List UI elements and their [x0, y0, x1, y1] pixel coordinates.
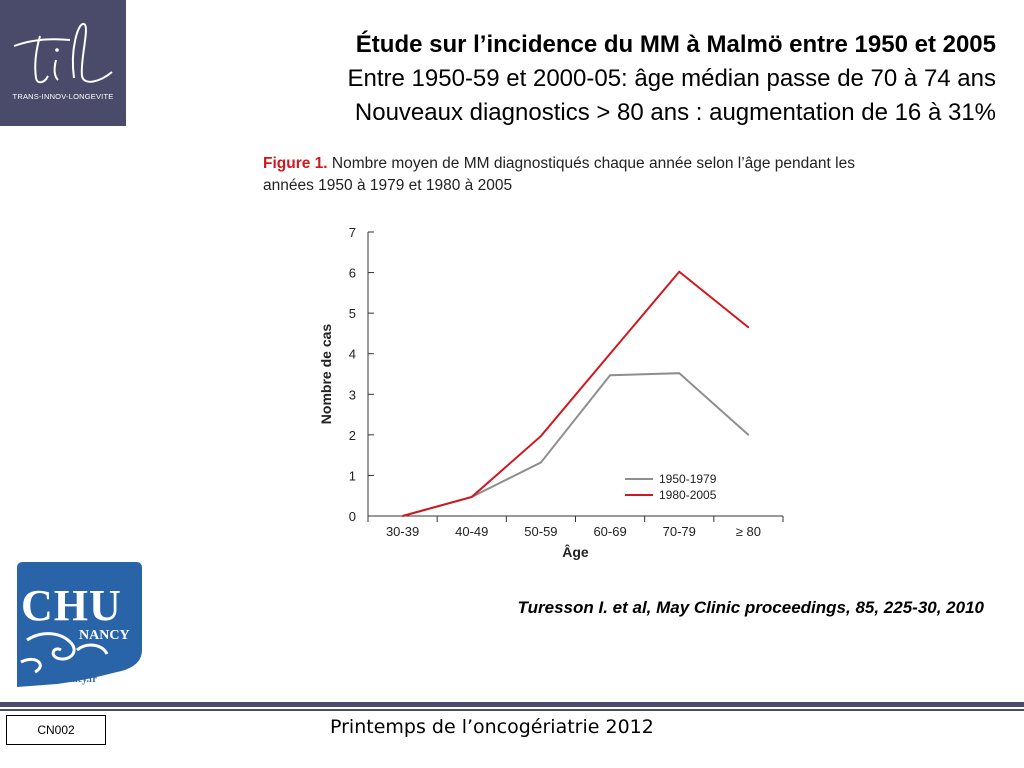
title-block: Étude sur l’incidence du MM à Malmö entr…: [348, 28, 996, 130]
data-point-1980-2005: [470, 496, 473, 498]
chu-logo-city: NANCY: [79, 628, 130, 643]
data-point-1950-1979: [540, 461, 542, 464]
chu-nancy-emblem-icon: [17, 562, 142, 687]
footer-title: Printemps de l’oncogériatrie 2012: [330, 716, 654, 738]
y-tick-label: 7: [349, 225, 356, 240]
slide-code-box: CN002: [6, 715, 106, 745]
y-tick-label: 5: [349, 306, 356, 321]
y-tick-label: 2: [349, 428, 356, 443]
y-tick-label: 4: [349, 347, 356, 362]
til-logo: TRANS-INNOV-LONGEVITE: [0, 0, 126, 126]
data-point-1980-2005: [609, 352, 611, 355]
x-tick-label: 70-79: [663, 524, 696, 539]
x-tick-label: 40-49: [455, 524, 488, 539]
x-axis-title: Âge: [562, 543, 589, 560]
data-point-1950-1979: [609, 374, 611, 377]
figure-label: Figure 1.: [263, 155, 328, 172]
figure-caption: Figure 1. Nombre moyen de MM diagnostiqu…: [263, 153, 903, 197]
x-tick-label: 30-39: [386, 524, 419, 539]
data-point-1980-2005: [401, 515, 404, 517]
data-point-1980-2005: [540, 435, 542, 437]
legend-label: 1980-2005: [659, 488, 717, 502]
y-axis-title: Nombre de cas: [318, 324, 334, 425]
data-point-1950-1979: [678, 372, 681, 374]
footer-rule-thin: [0, 709, 1024, 711]
slide-title: Étude sur l’incidence du MM à Malmö entr…: [355, 31, 996, 58]
x-tick-label: 50-59: [524, 524, 557, 539]
legend-label: 1950-1979: [659, 472, 717, 486]
chu-logo-url[interactable]: www.chu-nancy.fr: [19, 674, 97, 685]
til-signature-icon: [13, 23, 113, 84]
slide-subtitle-1: Entre 1950-59 et 2000-05: âge médian pas…: [347, 65, 996, 92]
footer-rule-thick: [0, 702, 1024, 707]
til-logo-caption: TRANS-INNOV-LONGEVITE: [12, 92, 114, 101]
series-line-1980-2005: [402, 270, 750, 517]
chu-logo-name: CHU: [21, 581, 122, 630]
data-point-1980-2005: [678, 270, 681, 273]
y-tick-label: 6: [349, 266, 356, 281]
figure-caption-text: Nombre moyen de MM diagnostiqués chaque …: [263, 155, 855, 194]
x-tick-label: ≥ 80: [736, 524, 761, 539]
y-tick-label: 0: [349, 509, 356, 524]
line-chart: 0 1 2 3 4 5 6 7 30-39 40-49 50-59 60-69 70-79 ≥ 80 Âge…: [318, 225, 784, 560]
y-tick-label: 3: [349, 387, 356, 402]
x-tick-label: 60-69: [593, 524, 626, 539]
reference-citation: Turesson I. et al, May Clinic proceeding…: [517, 598, 984, 617]
data-point-1950-1979: [747, 434, 750, 436]
chu-nancy-logo: CHU NANCY www.chu-nancy.fr: [17, 562, 142, 687]
data-point-1980-2005: [747, 326, 750, 329]
y-tick-label: 1: [349, 468, 356, 483]
slide-subtitle-2: Nouveaux diagnostics > 80 ans : augmenta…: [354, 99, 996, 126]
